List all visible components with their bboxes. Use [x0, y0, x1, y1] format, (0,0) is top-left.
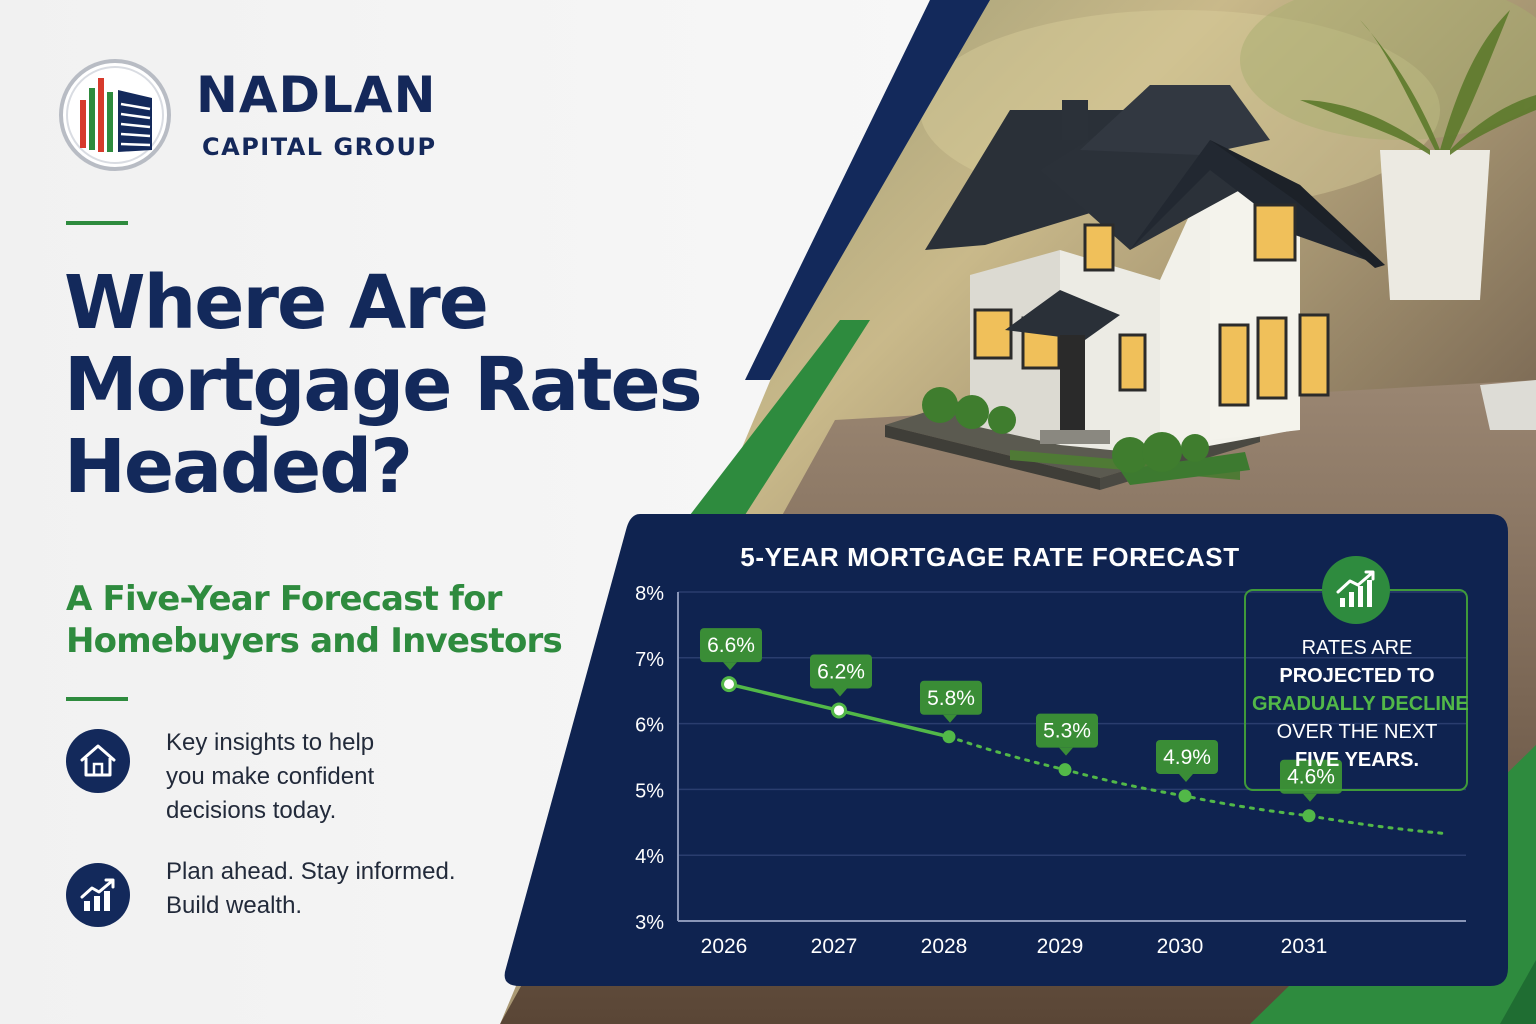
data-point [1302, 809, 1316, 823]
data-label-text: 4.6% [1287, 766, 1335, 789]
page-title: Where Are Mortgage Rates Headed? [64, 262, 764, 508]
data-point [721, 676, 737, 693]
house-icon [66, 729, 130, 793]
brand-tagline: CAPITAL GROUP [202, 133, 437, 161]
chart-series [721, 676, 1447, 835]
data-label: 5.3% [1036, 713, 1098, 756]
x-tick-label: 2028 [921, 935, 968, 958]
data-point [942, 730, 956, 744]
data-label-text: 4.9% [1163, 746, 1211, 769]
data-label: 4.6% [1280, 759, 1342, 802]
data-label-pointer [943, 714, 957, 723]
data-point [1178, 789, 1192, 803]
y-tick-label: 4% [635, 846, 664, 868]
data-label-text: 6.6% [707, 634, 755, 657]
data-point [831, 702, 847, 719]
accent-divider-top [66, 221, 128, 225]
callout-text: RATES ARE PROJECTED TO GRADUALLY DECLINE… [1252, 637, 1469, 771]
x-tick-label: 2030 [1157, 935, 1204, 958]
data-label-pointer [1059, 747, 1073, 756]
feature-text-plan: Plan ahead. Stay informed. Build wealth. [166, 858, 456, 919]
data-label-tag [1036, 713, 1098, 748]
y-tick-label: 5% [635, 780, 664, 802]
title-line-3: Headed? [64, 424, 413, 510]
subtitle-line-2: Homebuyers and Investors [66, 621, 563, 661]
x-tick-label: 2026 [701, 935, 748, 958]
data-label-tag [810, 654, 872, 689]
brand-name: NADLAN [196, 66, 437, 124]
title-line-2: Mortgage Rates [64, 342, 703, 428]
chart-data-labels: 6.6% 6.2% 5.8% 5.3% 4.9% 4.6% [700, 628, 1342, 802]
data-label-text: 6.2% [817, 660, 865, 683]
title-line-1: Where Are [64, 260, 489, 346]
data-label-tag [700, 628, 762, 663]
growth-chart-icon [1322, 556, 1390, 624]
chart-title: 5-YEAR MORTGAGE RATE FORECAST [740, 542, 1240, 572]
data-label-pointer [1179, 773, 1193, 782]
data-point [1058, 763, 1072, 777]
accent-divider-bottom [66, 697, 128, 701]
data-label: 6.6% [700, 628, 762, 671]
growth-chart-icon [66, 863, 130, 927]
x-tick-label: 2027 [811, 935, 858, 958]
data-label-text: 5.8% [927, 687, 975, 710]
x-tick-label: 2029 [1037, 935, 1084, 958]
data-label: 6.2% [810, 654, 872, 697]
subtitle-line-1: A Five-Year Forecast for [66, 579, 502, 619]
y-tick-label: 8% [635, 583, 664, 605]
data-label-tag [1280, 759, 1342, 794]
y-tick-label: 7% [635, 649, 664, 671]
data-label: 5.8% [920, 680, 982, 723]
data-label: 4.9% [1156, 739, 1218, 782]
data-label-text: 5.3% [1043, 720, 1091, 743]
data-label-pointer [1303, 793, 1317, 802]
data-label-tag [1156, 739, 1218, 774]
data-label-pointer [723, 662, 737, 671]
data-label-pointer [833, 688, 847, 697]
x-tick-label: 2031 [1281, 935, 1328, 958]
y-tick-label: 3% [635, 912, 664, 934]
y-tick-label: 6% [635, 715, 664, 737]
company-logo [59, 59, 171, 171]
chart-axes: 8% 7% 6% 5% 4% 3% 2026 2027 2028 2029 2030 2031 [635, 583, 1466, 958]
subtitle: A Five-Year Forecast for Homebuyers and … [66, 578, 626, 662]
feature-text-insights: Key insights to help you make confident … [166, 729, 375, 824]
data-label-tag [920, 680, 982, 715]
house-illustration [885, 85, 1385, 490]
